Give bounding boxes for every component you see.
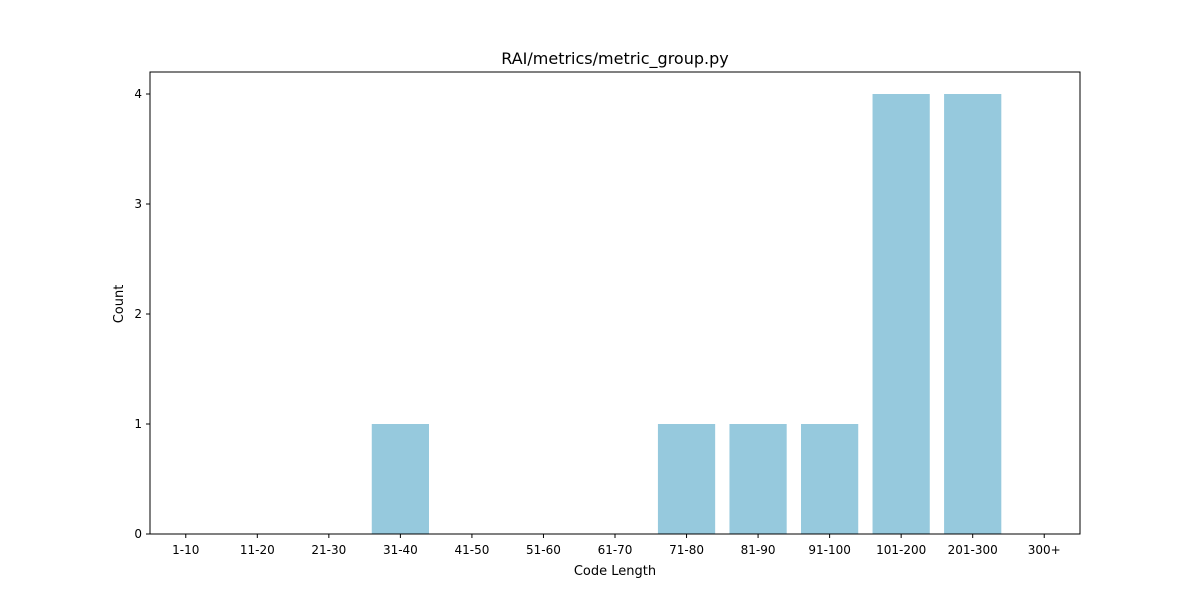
y-tick-label: 2 — [134, 307, 142, 321]
x-tick-label: 81-90 — [741, 543, 776, 557]
bar — [801, 424, 859, 534]
plot-frame — [149, 71, 1081, 535]
bar — [729, 424, 787, 534]
x-tick-label: 91-100 — [808, 543, 851, 557]
bars-group — [371, 94, 1002, 534]
x-tick-label: 101-200 — [876, 543, 926, 557]
y-tick-label: 3 — [134, 197, 142, 211]
bar — [944, 94, 1002, 534]
bar — [657, 424, 716, 534]
x-tick-label: 31-40 — [383, 543, 418, 557]
y-tick-label: 0 — [134, 527, 142, 541]
y-axis-ticks: 0 1 2 3 4 — [134, 87, 150, 541]
x-tick-label: 71-80 — [669, 543, 704, 557]
y-tick-label: 1 — [134, 417, 142, 431]
y-axis-label: Count — [112, 285, 127, 324]
x-tick-label: 21-30 — [311, 543, 346, 557]
x-tick-label: 201-300 — [948, 543, 998, 557]
y-tick-label: 4 — [134, 87, 142, 101]
x-tick-label: 61-70 — [598, 543, 633, 557]
x-tick-label: 51-60 — [526, 543, 561, 557]
x-axis-ticks: 1-10 11-20 21-30 31-40 41-50 51-60 61-70 71-80 8… — [172, 534, 1061, 557]
bar — [371, 424, 429, 534]
chart-title: RAI/metrics/metric_group.py — [501, 49, 728, 69]
x-axis-label: Code Length — [574, 564, 656, 579]
x-tick-label: 1-10 — [172, 543, 199, 557]
bar — [872, 94, 930, 534]
x-tick-label: 41-50 — [454, 543, 489, 557]
x-tick-label: 11-20 — [240, 543, 275, 557]
x-tick-label: 300+ — [1028, 543, 1061, 557]
